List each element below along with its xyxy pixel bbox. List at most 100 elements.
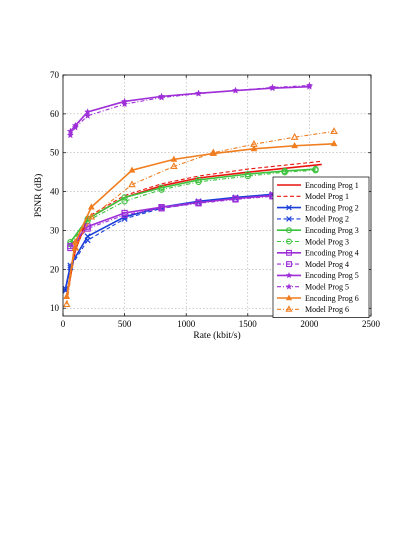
data-point [170, 162, 178, 169]
legend-entry: Model Prog 2 [277, 215, 349, 224]
series-line [66, 130, 335, 305]
data-point [330, 140, 338, 147]
tick-layer: 0 500 1000 1500 2000 2500 10 20 30 40 50 60 70 [50, 70, 381, 329]
data-point [290, 132, 299, 140]
y-tick-label: 30 [50, 225, 60, 235]
legend-label: Model Prog 5 [305, 283, 349, 292]
data-point [194, 89, 203, 97]
series-2 [66, 160, 322, 295]
data-point [330, 127, 338, 134]
data-point [158, 186, 165, 193]
legend-label: Encoding Prog 3 [305, 226, 359, 235]
y-tick-label: 70 [50, 70, 60, 80]
legend-label: Encoding Prog 1 [305, 181, 359, 190]
data-point [232, 196, 239, 203]
data-point [66, 131, 75, 139]
data-point [157, 93, 166, 101]
series-line [69, 169, 316, 245]
series-line [66, 160, 322, 295]
legend-marker [286, 249, 292, 256]
legend-label: Model Prog 6 [305, 305, 349, 314]
data-point [87, 212, 96, 220]
series-12 [62, 127, 338, 307]
legend-marker [286, 216, 292, 222]
series-layer [62, 81, 338, 307]
legend-marker [285, 271, 293, 279]
data-point [71, 123, 79, 131]
legend: Encoding Prog 1 Model Prog 1 Encoding Prog… [272, 176, 370, 318]
data-point [170, 155, 178, 162]
data-point [87, 203, 95, 210]
data-point [268, 83, 277, 91]
data-point [195, 178, 202, 186]
y-tick-label: 50 [50, 148, 60, 158]
y-tick-label: 10 [50, 303, 60, 313]
data-point [128, 166, 136, 173]
series-11 [63, 140, 338, 299]
data-point [291, 142, 298, 149]
data-point [250, 139, 258, 147]
legend-box [272, 176, 370, 318]
x-tick-label: 2500 [362, 319, 381, 329]
data-point [121, 211, 128, 219]
data-point [120, 100, 129, 108]
data-point [121, 198, 128, 205]
data-point [231, 86, 240, 94]
legend-entry: Model Prog 1 [277, 192, 349, 201]
data-point [244, 170, 251, 178]
series-9 [66, 82, 314, 135]
data-point [250, 145, 258, 152]
x-tick-label: 2000 [300, 319, 319, 329]
series-line [69, 85, 310, 132]
data-point [305, 81, 314, 89]
data-point [83, 111, 92, 119]
legend-entry: Encoding Prog 4 [277, 249, 359, 258]
data-point [244, 172, 251, 180]
y-tick-label: 40 [50, 187, 60, 197]
legend-entry: Encoding Prog 2 [277, 203, 359, 212]
legend-marker [285, 305, 293, 312]
data-point [209, 148, 218, 156]
legend-entry: Model Prog 5 [277, 283, 349, 292]
series-line [69, 168, 316, 243]
legend-entry: Encoding Prog 6 [277, 294, 359, 303]
data-point [121, 194, 128, 201]
legend-label: Model Prog 2 [305, 215, 349, 224]
legend-entry: Encoding Prog 1 [277, 181, 359, 190]
legend-label: Model Prog 3 [305, 237, 349, 246]
data-point [158, 184, 165, 191]
x-tick-label: 500 [118, 319, 132, 329]
legend-label: Model Prog 4 [305, 260, 349, 269]
legend-label: Encoding Prog 6 [305, 294, 359, 303]
legend-entry: Model Prog 3 [277, 237, 349, 246]
data-point [62, 300, 71, 307]
x-tick-label: 0 [61, 319, 66, 329]
plot-frame [62, 74, 372, 317]
data-point [84, 237, 91, 244]
legend-entry: Model Prog 6 [277, 305, 349, 314]
series-10 [66, 81, 314, 139]
legend-label: Model Prog 1 [305, 192, 349, 201]
data-point [195, 176, 202, 184]
x-tick-label: 1000 [177, 319, 196, 329]
data-point [128, 180, 136, 188]
data-point [281, 169, 288, 176]
legend-entry: Encoding Prog 3 [277, 226, 359, 235]
data-point [63, 292, 71, 299]
y-tick-label: 20 [50, 264, 60, 274]
legend-marker [286, 204, 292, 211]
x-axis-label: Rate (kbit/s) [193, 330, 240, 341]
legend-marker [286, 238, 292, 245]
legend-label: Encoding Prog 2 [305, 203, 359, 212]
data-point [195, 200, 202, 207]
series-line [69, 193, 310, 249]
x-tick-label: 1500 [239, 319, 258, 329]
legend-marker [286, 227, 292, 234]
series-line [69, 84, 310, 136]
legend-marker [285, 294, 293, 301]
legend-entry: Encoding Prog 5 [277, 271, 359, 280]
legend-marker [285, 283, 293, 290]
series-line [69, 191, 310, 247]
